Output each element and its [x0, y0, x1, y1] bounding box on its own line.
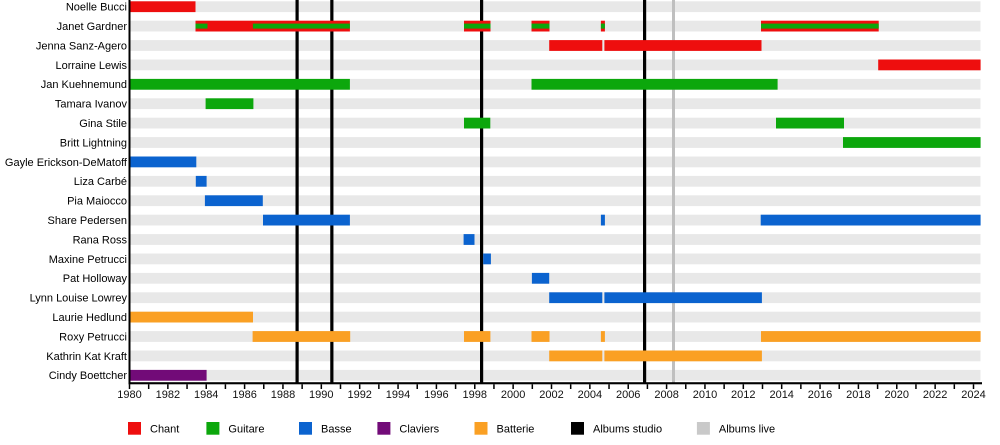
svg-text:2014: 2014 — [769, 389, 793, 401]
svg-text:Claviers: Claviers — [399, 423, 439, 435]
svg-text:Jan Kuehnemund: Jan Kuehnemund — [41, 79, 127, 91]
svg-text:Britt Lightning: Britt Lightning — [60, 137, 127, 149]
svg-text:Chant: Chant — [150, 423, 179, 435]
svg-text:Albums studio: Albums studio — [593, 423, 662, 435]
svg-text:2022: 2022 — [923, 389, 947, 401]
svg-text:2018: 2018 — [846, 389, 870, 401]
svg-text:1992: 1992 — [347, 389, 371, 401]
svg-text:1990: 1990 — [309, 389, 333, 401]
svg-text:2012: 2012 — [731, 389, 755, 401]
svg-text:1998: 1998 — [463, 389, 487, 401]
svg-text:Laurie Hedlund: Laurie Hedlund — [52, 312, 127, 324]
svg-text:1996: 1996 — [424, 389, 448, 401]
svg-text:Batterie: Batterie — [497, 423, 535, 435]
svg-text:Noelle Bucci: Noelle Bucci — [66, 2, 127, 14]
svg-text:1994: 1994 — [386, 389, 410, 401]
svg-text:2006: 2006 — [616, 389, 640, 401]
svg-text:2002: 2002 — [539, 389, 563, 401]
svg-text:1986: 1986 — [232, 389, 256, 401]
svg-text:Jenna Sanz-Agero: Jenna Sanz-Agero — [36, 40, 127, 52]
svg-text:Tamara Ivanov: Tamara Ivanov — [55, 99, 128, 111]
svg-text:Share Pedersen: Share Pedersen — [48, 215, 128, 227]
svg-text:Basse: Basse — [321, 423, 352, 435]
svg-text:2020: 2020 — [885, 389, 909, 401]
svg-text:Maxine Petrucci: Maxine Petrucci — [49, 254, 127, 266]
svg-text:Lorraine Lewis: Lorraine Lewis — [55, 60, 127, 72]
svg-text:2004: 2004 — [578, 389, 602, 401]
svg-text:1984: 1984 — [194, 389, 218, 401]
svg-text:2000: 2000 — [501, 389, 525, 401]
svg-text:Gayle Erickson-DeMatoff: Gayle Erickson-DeMatoff — [5, 157, 128, 169]
svg-text:Gina Stile: Gina Stile — [79, 118, 127, 130]
svg-text:Guitare: Guitare — [228, 423, 264, 435]
svg-text:Rana Ross: Rana Ross — [73, 234, 128, 246]
svg-text:Liza Carbé: Liza Carbé — [74, 176, 127, 188]
svg-text:Roxy Petrucci: Roxy Petrucci — [59, 331, 127, 343]
svg-text:Cindy Boettcher: Cindy Boettcher — [49, 370, 128, 382]
svg-text:Pia Maiocco: Pia Maiocco — [67, 196, 127, 208]
svg-text:2008: 2008 — [654, 389, 678, 401]
svg-text:1980: 1980 — [117, 389, 141, 401]
svg-text:Lynn Louise Lowrey: Lynn Louise Lowrey — [30, 293, 128, 305]
svg-text:2024: 2024 — [961, 389, 985, 401]
svg-text:1982: 1982 — [156, 389, 180, 401]
svg-text:Albums live: Albums live — [719, 423, 775, 435]
svg-text:Janet Gardner: Janet Gardner — [57, 21, 128, 33]
svg-text:2016: 2016 — [808, 389, 832, 401]
svg-text:Pat Holloway: Pat Holloway — [63, 273, 128, 285]
svg-text:Kathrin Kat Kraft: Kathrin Kat Kraft — [46, 351, 127, 363]
svg-text:1988: 1988 — [271, 389, 295, 401]
svg-text:2010: 2010 — [693, 389, 717, 401]
